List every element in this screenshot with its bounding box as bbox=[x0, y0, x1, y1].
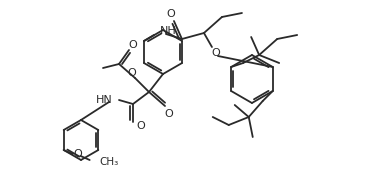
Text: O: O bbox=[165, 109, 173, 119]
Text: O: O bbox=[212, 48, 220, 58]
Text: O: O bbox=[128, 68, 136, 78]
Text: CH₃: CH₃ bbox=[100, 157, 119, 167]
Text: HN: HN bbox=[96, 95, 113, 105]
Text: O: O bbox=[73, 149, 82, 159]
Text: NH: NH bbox=[160, 26, 177, 36]
Text: O: O bbox=[137, 121, 145, 131]
Text: O: O bbox=[167, 9, 175, 19]
Text: O: O bbox=[129, 40, 137, 50]
